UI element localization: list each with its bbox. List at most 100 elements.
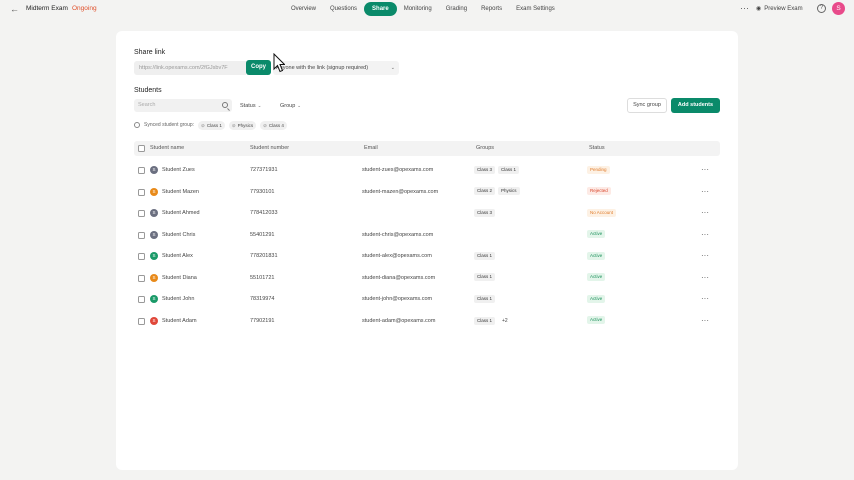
student-number: 727371931 xyxy=(250,167,278,173)
student-avatar: S xyxy=(150,209,158,217)
group-chip: Class 1 xyxy=(498,165,520,174)
table-row[interactable]: S Student Ahmed 778412033 Class 3 No Account… xyxy=(134,203,720,224)
add-students-button[interactable]: Add students xyxy=(671,98,720,113)
student-name[interactable]: Student Zues xyxy=(162,167,195,173)
row-checkbox[interactable] xyxy=(138,274,145,282)
row-more-icon[interactable]: ··· xyxy=(701,208,709,217)
tab-reports[interactable]: Reports xyxy=(481,6,503,12)
student-search-input[interactable]: Search xyxy=(134,99,232,112)
tab-monitoring[interactable]: Monitoring xyxy=(403,6,432,12)
synced-group-label: Class 4 xyxy=(268,122,284,128)
sync-icon xyxy=(134,122,140,128)
table-row[interactable]: S Student Adam 77902191 student-adam@opexam… xyxy=(134,311,720,332)
student-status: Pending xyxy=(587,160,610,181)
tab-exam-settings[interactable]: Exam Settings xyxy=(516,6,555,12)
status-filter-dropdown[interactable]: Status ⌄ xyxy=(240,99,261,112)
back-arrow-icon[interactable]: ← xyxy=(10,4,19,14)
chevron-down-icon: ⌄ xyxy=(390,65,395,71)
synced-group-chip[interactable]: ⊘ Physics xyxy=(228,120,257,130)
unlink-icon[interactable]: ⊘ xyxy=(231,122,236,128)
more-options-icon[interactable]: ··· xyxy=(740,3,749,13)
synced-group-label: Physics xyxy=(237,122,254,128)
table-row[interactable]: S Student Zues 727371931 student-zues@opexa… xyxy=(134,160,720,181)
tab-share[interactable]: Share xyxy=(364,2,397,16)
row-more-icon[interactable]: ··· xyxy=(701,165,709,174)
row-checkbox[interactable] xyxy=(138,188,145,196)
column-status[interactable]: Status xyxy=(589,145,605,151)
more-groups-count[interactable]: +2 xyxy=(502,317,508,324)
student-number: 55101721 xyxy=(250,274,275,281)
student-email: student-chris@opexams.com xyxy=(362,231,434,238)
link-access-select[interactable]: Anyone with the link (signup required) ⌄ xyxy=(273,61,399,75)
row-checkbox[interactable] xyxy=(138,231,145,239)
student-groups: Class 2 Physics xyxy=(474,182,523,203)
select-all-checkbox[interactable] xyxy=(138,145,145,152)
top-bar: ← Midterm Exam Ongoing Overview Questions… xyxy=(0,0,854,18)
column-student-name[interactable]: Student name xyxy=(150,145,185,151)
row-checkbox[interactable] xyxy=(138,210,145,217)
student-groups: Class 1 xyxy=(474,289,498,310)
chevron-down-icon: ⌄ xyxy=(257,103,262,108)
student-name[interactable]: Student Ahmed xyxy=(162,210,200,216)
table-row[interactable]: S Student Mazen 77930101 student-mazen@opex… xyxy=(134,182,720,203)
student-status: Active xyxy=(587,311,606,332)
unlink-icon[interactable]: ⊘ xyxy=(201,122,205,128)
student-name[interactable]: Student John xyxy=(162,296,195,302)
share-link-field[interactable]: https://link.opexams.com/2fGJsbv7F xyxy=(134,61,246,75)
unlink-icon[interactable]: ⊘ xyxy=(263,122,267,128)
group-filter-dropdown[interactable]: Group ⌄ xyxy=(280,99,301,112)
row-more-icon[interactable]: ··· xyxy=(701,315,709,325)
row-checkbox[interactable] xyxy=(138,253,145,260)
status-badge: Active xyxy=(587,251,606,260)
mouse-cursor-icon xyxy=(273,53,285,73)
preview-exam-label: Preview Exam xyxy=(764,5,803,12)
row-more-icon[interactable]: ··· xyxy=(701,251,709,260)
row-checkbox[interactable] xyxy=(138,296,145,303)
student-name[interactable]: Student Alex xyxy=(162,253,193,259)
synced-groups-row: Synced student group: ⊘ Class 1 ⊘ Physics ⊘ C… xyxy=(134,120,287,130)
status-filter-label: Status xyxy=(240,103,256,109)
tab-overview[interactable]: Overview xyxy=(291,6,317,12)
student-number: 55401291 xyxy=(250,231,275,238)
row-checkbox[interactable] xyxy=(138,317,145,325)
link-access-value: Anyone with the link (signup required) xyxy=(276,65,369,71)
column-groups[interactable]: Groups xyxy=(476,145,495,151)
tab-grading[interactable]: Grading xyxy=(445,6,468,12)
student-status: No Account xyxy=(587,203,617,224)
tab-questions[interactable]: Questions xyxy=(330,6,358,12)
share-card: Share link https://link.opexams.com/2fGJ… xyxy=(116,31,738,470)
row-checkbox[interactable] xyxy=(138,167,145,174)
column-email[interactable]: Email xyxy=(364,145,378,151)
preview-exam-button[interactable]: ◉ Preview Exam xyxy=(756,5,803,13)
copy-link-button[interactable]: Copy xyxy=(246,60,271,75)
student-status: Active xyxy=(587,268,606,289)
table-row[interactable]: S Student Alex 778201831 student-alex@opexa… xyxy=(134,246,720,267)
student-name[interactable]: Student Adam xyxy=(162,317,197,324)
group-chip: Class 3 xyxy=(474,208,496,217)
help-icon[interactable]: ? xyxy=(817,4,826,13)
user-avatar[interactable]: S xyxy=(832,2,845,15)
table-row[interactable]: S Student John 78319974 student-john@opexam… xyxy=(134,289,720,310)
row-more-icon[interactable]: ··· xyxy=(701,229,709,239)
student-number: 77930101 xyxy=(250,188,275,195)
table-row[interactable]: S Student Chris 55401291 student-chris@opex… xyxy=(134,225,720,246)
synced-groups-label: Synced student group: xyxy=(144,122,195,128)
sync-group-button[interactable]: Sync group xyxy=(627,98,667,113)
synced-group-label: Class 1 xyxy=(206,122,222,128)
student-name[interactable]: Student Mazen xyxy=(162,188,199,195)
student-avatar: S xyxy=(150,187,158,196)
synced-group-chip[interactable]: ⊘ Class 1 xyxy=(198,120,225,130)
synced-group-chip[interactable]: ⊘ Class 4 xyxy=(260,120,287,130)
group-chip: Class 1 xyxy=(474,273,496,282)
student-avatar: S xyxy=(150,166,158,174)
student-name[interactable]: Student Diana xyxy=(162,274,197,281)
group-filter-label: Group xyxy=(280,103,296,109)
row-more-icon[interactable]: ··· xyxy=(701,272,709,282)
student-name[interactable]: Student Chris xyxy=(162,231,196,238)
column-student-number[interactable]: Student number xyxy=(250,145,290,151)
group-chip: Class 3 xyxy=(474,165,496,174)
row-more-icon[interactable]: ··· xyxy=(701,294,709,303)
row-more-icon[interactable]: ··· xyxy=(701,186,709,196)
exam-nav-tabs: Overview Questions Share Monitoring Grading R… xyxy=(284,2,562,16)
table-row[interactable]: S Student Diana 55101721 student-diana@opex… xyxy=(134,268,720,289)
